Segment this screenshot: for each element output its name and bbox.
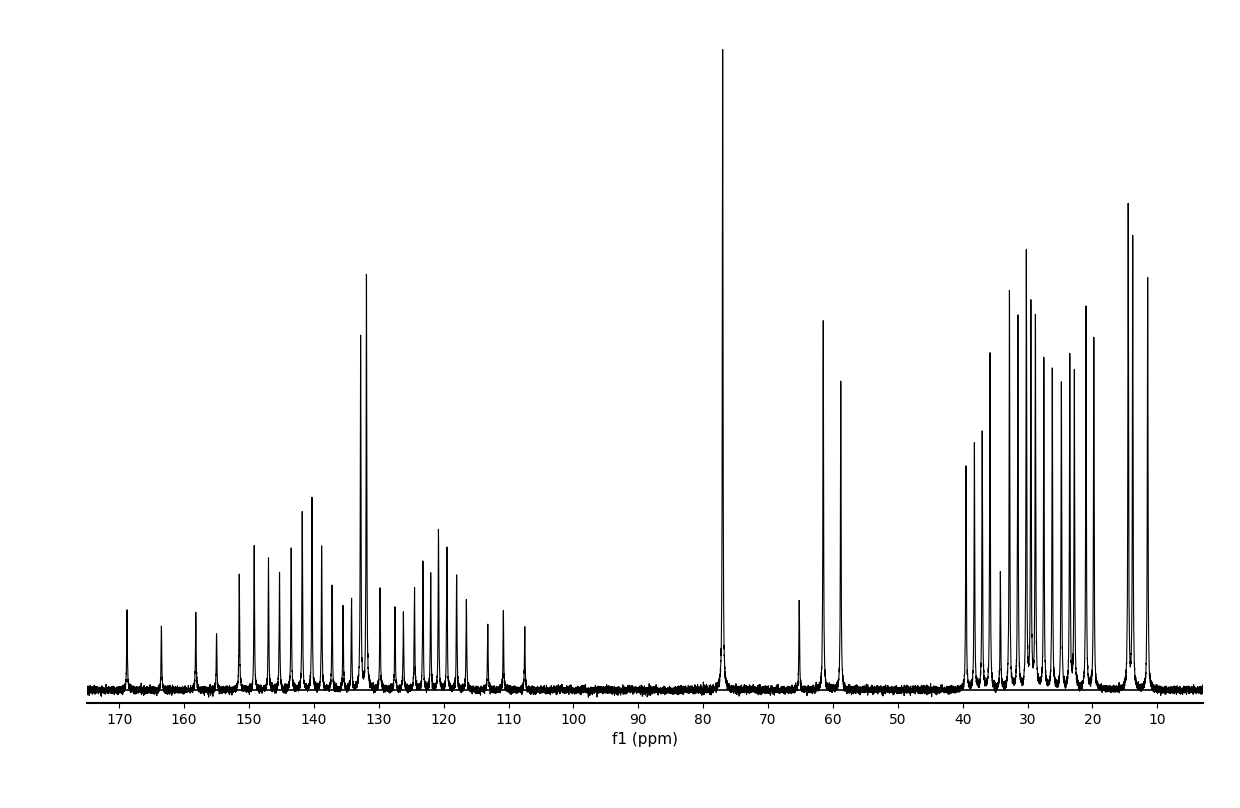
X-axis label: f1 (ppm): f1 (ppm) (611, 732, 678, 747)
